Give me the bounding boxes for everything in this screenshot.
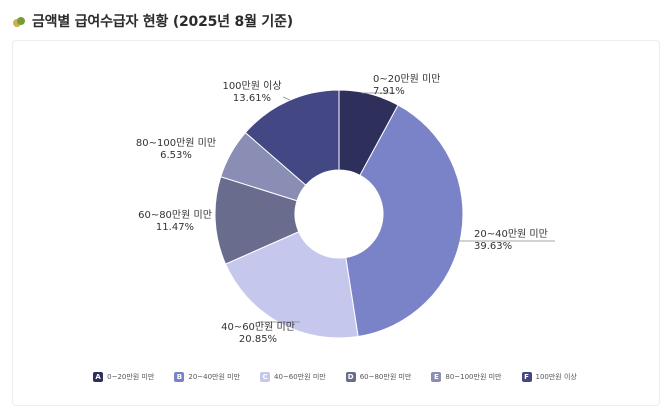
legend-label: 100만원 이상 [535, 373, 577, 381]
legend-label: 60~80만원 미만 [359, 373, 412, 381]
pie-slice-c[interactable] [224, 231, 359, 339]
slice-label: 40~60만원 미만 [221, 321, 295, 333]
chart-title: 금액별 급여수급자 현황 (2025년 8월 기준) [32, 14, 293, 30]
leaf-icon [12, 14, 26, 28]
slice-value-label: 11.47% [156, 222, 194, 233]
slice-label: 80~100만원 미만 [136, 137, 216, 149]
legend-swatch: D [345, 372, 356, 382]
legend-swatch: E [431, 372, 442, 382]
legend-swatch: C [260, 372, 271, 382]
pie-slice-b[interactable] [345, 104, 464, 338]
slice-label: 60~80만원 미만 [138, 209, 212, 221]
slice-value-label: 6.53% [160, 150, 192, 161]
legend-label: 0~20만원 미만 [107, 373, 155, 381]
pie-slice-f[interactable] [244, 89, 340, 186]
slice-label: 0~20만원 미만 [373, 73, 440, 85]
legend-label: 80~100만원 미만 [445, 373, 502, 381]
legend-label: 20~40만원 미만 [188, 373, 241, 381]
slice-value-label: 7.91% [373, 86, 405, 97]
slice-label: 100만원 이상 [222, 80, 281, 92]
legend-item-f[interactable]: F 100만원 이상 [521, 372, 577, 382]
legend-swatch: A [93, 372, 104, 382]
legend-item-c[interactable]: C 40~60만원 미만 [260, 372, 326, 382]
slice-value-label: 20.85% [239, 334, 277, 345]
legend-swatch: F [521, 372, 532, 382]
legend-item-d[interactable]: D 60~80만원 미만 [345, 372, 412, 382]
legend-item-e[interactable]: E 80~100만원 미만 [431, 372, 502, 382]
chart-legend: A 0~20만원 미만 B 20~40만원 미만 C 40~60만원 미만 D 60~80만원… [0, 372, 670, 382]
legend-swatch: B [174, 372, 185, 382]
chart-header: 금액별 급여수급자 현황 (2025년 8월 기준) [12, 10, 293, 32]
legend-label: 40~60만원 미만 [274, 373, 326, 381]
label-leader-line [282, 96, 291, 101]
slice-value-label: 13.61% [233, 93, 271, 104]
legend-item-a[interactable]: A 0~20만원 미만 [93, 372, 154, 382]
slice-label: 20~40만원 미만 [474, 228, 548, 240]
slice-value-label: 39.63% [474, 241, 512, 252]
legend-item-b[interactable]: B 20~40만원 미만 [174, 372, 240, 382]
